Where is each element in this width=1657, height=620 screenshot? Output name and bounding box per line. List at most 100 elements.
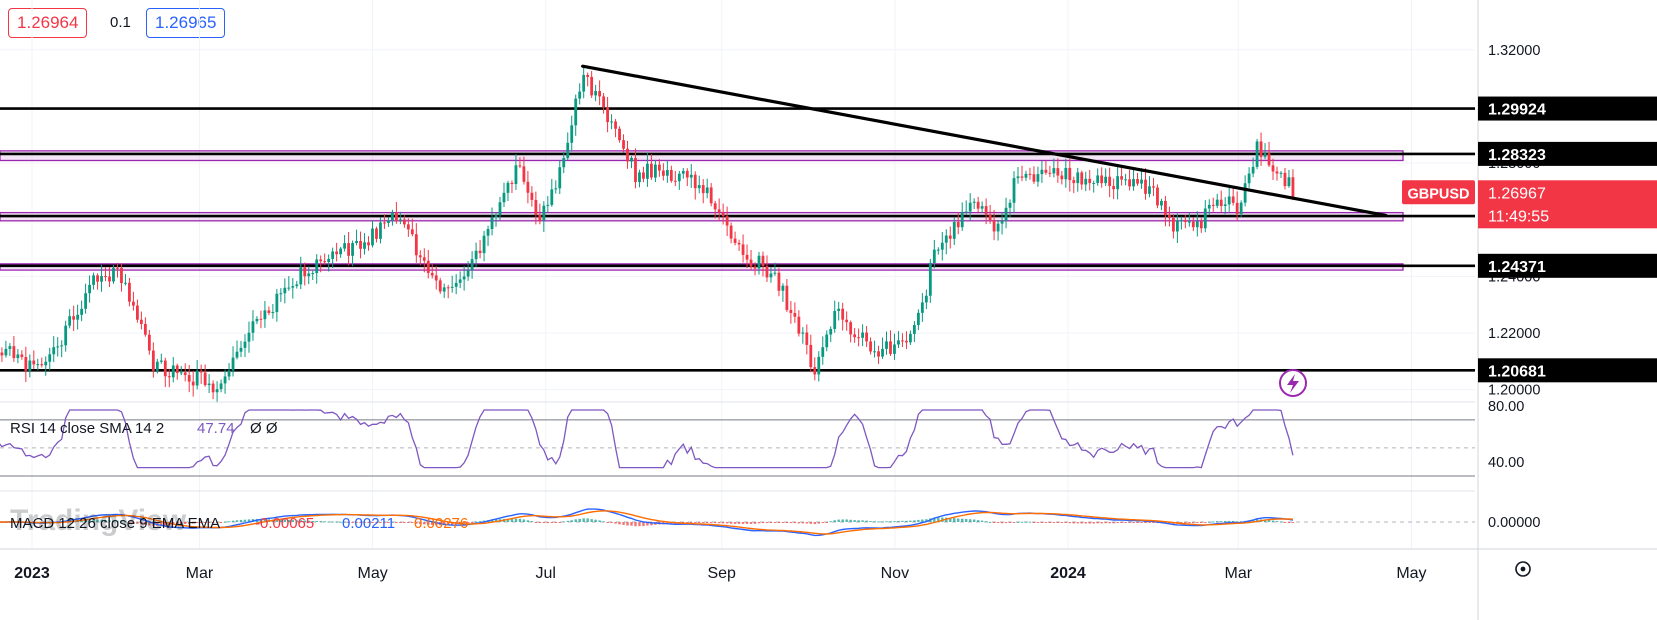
candle-body xyxy=(741,244,745,255)
candle-body xyxy=(32,360,36,365)
macd-histogram-bar xyxy=(614,522,617,524)
candle xyxy=(654,159,657,182)
candle xyxy=(335,242,339,262)
macd-histogram-bar xyxy=(1216,521,1219,523)
candle-body xyxy=(1215,199,1219,206)
candle-body xyxy=(207,383,211,386)
rsi-line xyxy=(0,409,1294,469)
candle-body xyxy=(992,220,996,232)
candle xyxy=(458,271,462,289)
candle-body xyxy=(231,357,235,371)
candle xyxy=(642,166,645,183)
price-tick-label: 1.20000 xyxy=(1488,383,1540,399)
candle xyxy=(163,357,167,388)
ask-price-button[interactable]: 1.26965 xyxy=(146,8,226,38)
candle-body xyxy=(136,305,139,320)
candle-body xyxy=(725,216,729,226)
candle xyxy=(307,266,311,285)
macd-histogram-bar xyxy=(913,520,916,522)
candle xyxy=(179,366,183,376)
macd-histogram-bar xyxy=(84,519,87,522)
macd-histogram-bar xyxy=(988,521,992,523)
macd-histogram-bar xyxy=(550,522,554,523)
settings-icon[interactable] xyxy=(1515,561,1531,577)
trendline[interactable] xyxy=(581,64,1388,218)
candle-body xyxy=(223,376,227,384)
candle-body xyxy=(239,347,243,352)
macd-histogram-bar xyxy=(355,522,358,523)
candle xyxy=(331,247,335,269)
candle xyxy=(1271,158,1275,180)
candle xyxy=(191,370,195,397)
rsi-legend-value: 47.74 xyxy=(197,420,235,437)
candle xyxy=(175,363,179,380)
macd-histogram-bar xyxy=(813,522,816,525)
macd-histogram-bar xyxy=(291,520,295,522)
candle-body xyxy=(657,164,661,171)
candle xyxy=(562,151,566,174)
macd-histogram-bar xyxy=(965,519,968,522)
candle-body xyxy=(84,293,88,309)
candle xyxy=(1084,171,1088,192)
candle-body xyxy=(582,74,586,92)
candle xyxy=(167,369,171,388)
macd-histogram-bar xyxy=(259,519,263,522)
candle-body xyxy=(960,211,964,228)
candle-body xyxy=(88,284,91,294)
candle xyxy=(522,156,526,185)
candle-body xyxy=(1287,177,1291,187)
macd-histogram-bar xyxy=(1196,522,1199,523)
candle-body xyxy=(944,235,948,243)
candle xyxy=(1219,190,1223,213)
macd-histogram-bar xyxy=(1271,520,1275,522)
candle-body xyxy=(211,383,215,393)
candle-body xyxy=(295,284,299,287)
candle xyxy=(901,333,904,348)
candle-body xyxy=(964,211,968,213)
candle-body xyxy=(869,341,872,352)
candle xyxy=(159,353,163,364)
macd-histogram-bar xyxy=(1224,521,1227,523)
candle xyxy=(347,232,350,266)
candle xyxy=(1187,212,1191,227)
macd-histogram-bar xyxy=(1120,522,1123,523)
candle xyxy=(773,262,777,276)
candle xyxy=(1199,217,1203,233)
candle xyxy=(147,329,151,355)
macd-histogram-bar xyxy=(223,521,227,523)
time-tick-label: Mar xyxy=(1225,565,1253,582)
candle-body xyxy=(315,259,319,274)
macd-histogram-bar xyxy=(219,522,223,523)
candle-body xyxy=(1291,177,1295,197)
candle-body xyxy=(1191,221,1195,228)
macd-histogram-bar xyxy=(566,520,569,522)
candle-body xyxy=(438,280,442,292)
candle xyxy=(753,262,757,276)
candle xyxy=(837,301,841,321)
candle-body xyxy=(901,340,904,342)
candle xyxy=(454,274,458,295)
candle xyxy=(283,278,287,304)
macd-histogram-bar xyxy=(690,522,693,523)
macd-histogram-bar xyxy=(92,519,95,522)
macd-histogram-bar xyxy=(725,522,729,524)
level-price-label: 1.24371 xyxy=(1478,253,1657,278)
lightning-icon[interactable] xyxy=(1279,369,1307,397)
macd-histogram-bar xyxy=(984,521,988,523)
macd-histogram-bar xyxy=(833,520,836,522)
candle xyxy=(964,200,968,216)
macd-histogram-bar xyxy=(817,522,820,524)
candle xyxy=(1004,197,1008,229)
macd-histogram-bar xyxy=(387,522,390,523)
candle xyxy=(406,218,410,237)
macd-histogram-bar xyxy=(1208,521,1211,523)
macd-histogram-bar xyxy=(522,519,526,522)
candle-body xyxy=(1283,172,1287,187)
tradingview-watermark: TradingView xyxy=(10,504,187,537)
macd-histogram-bar xyxy=(845,519,848,522)
candle-body xyxy=(948,235,952,239)
candle-body xyxy=(478,250,482,254)
macd-histogram-bar xyxy=(702,522,705,523)
candle xyxy=(255,316,259,325)
